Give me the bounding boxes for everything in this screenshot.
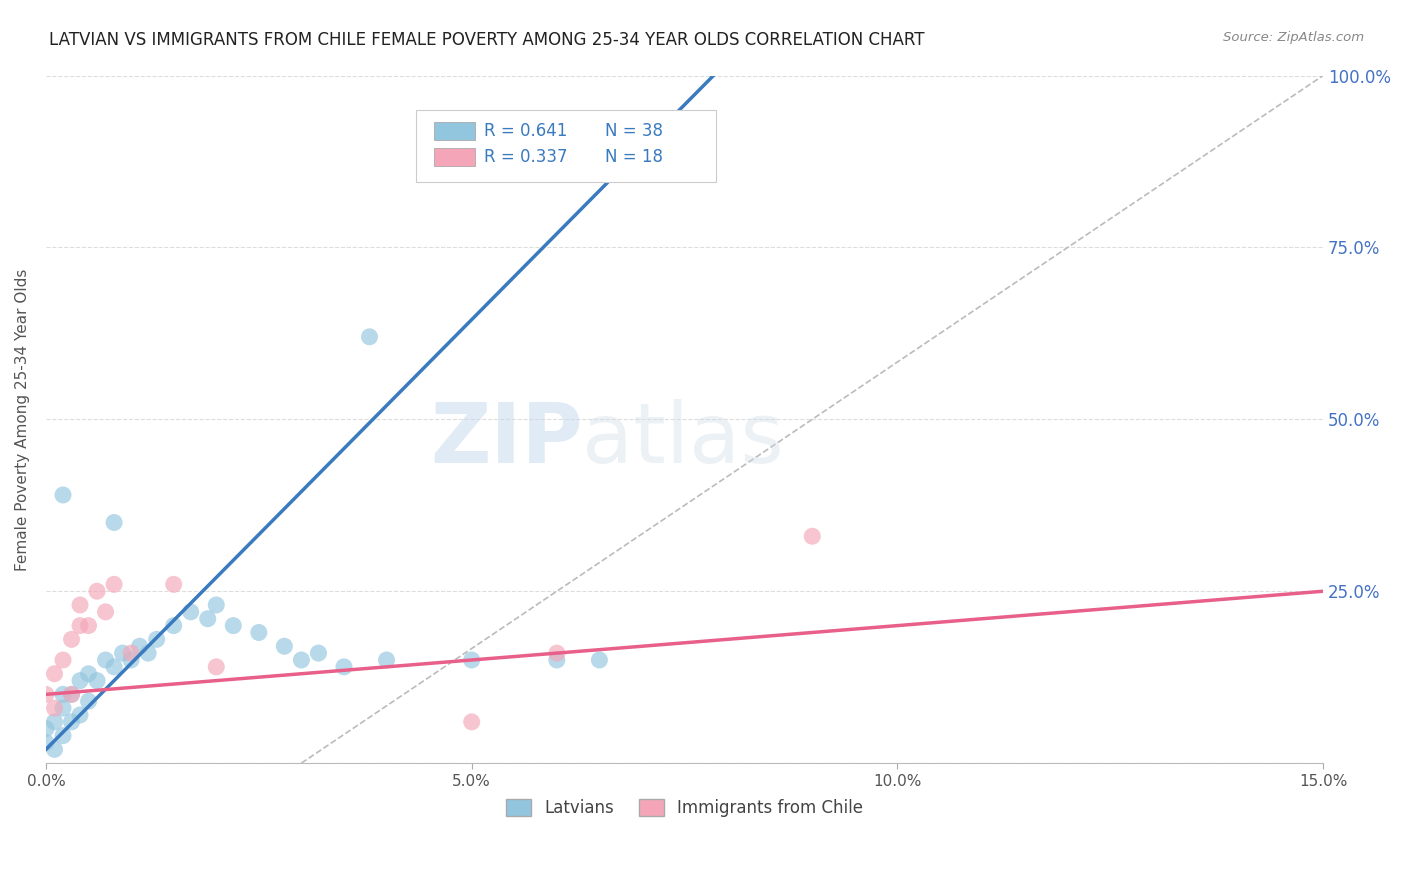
Point [588,653,610,667]
Text: N = 18: N = 18 [606,148,664,166]
Text: ZIP: ZIP [430,400,582,481]
Point [273,639,295,653]
Point [52,729,75,743]
Y-axis label: Female Poverty Among 25-34 Year Olds: Female Poverty Among 25-34 Year Olds [15,268,30,571]
Point [247,625,270,640]
Point [52,653,75,667]
Point [94,653,117,667]
Point [120,653,142,667]
Point [546,653,568,667]
Point [77,666,100,681]
Point [205,598,228,612]
Point [136,646,159,660]
Point [103,516,125,530]
Point [460,653,482,667]
Point [460,714,482,729]
Point [69,708,91,723]
Point [163,618,186,632]
Point [163,577,186,591]
FancyBboxPatch shape [416,110,717,182]
Point [801,529,824,543]
Point [86,584,108,599]
Point [35,735,58,749]
Text: atlas: atlas [582,400,785,481]
Text: R = 0.337: R = 0.337 [484,148,568,166]
Point [69,618,91,632]
Point [333,660,356,674]
Point [120,646,142,660]
Point [128,639,150,653]
Point [69,673,91,688]
Point [52,701,75,715]
Point [205,660,228,674]
Text: LATVIAN VS IMMIGRANTS FROM CHILE FEMALE POVERTY AMONG 25-34 YEAR OLDS CORRELATIO: LATVIAN VS IMMIGRANTS FROM CHILE FEMALE … [49,31,925,49]
Point [77,618,100,632]
Point [290,653,312,667]
Point [52,488,75,502]
Point [307,646,329,660]
FancyBboxPatch shape [434,148,475,166]
Point [60,632,83,647]
Point [44,742,66,756]
Point [60,714,83,729]
Point [60,687,83,701]
Point [86,673,108,688]
Point [44,666,66,681]
Point [375,653,398,667]
Point [35,722,58,736]
FancyBboxPatch shape [434,122,475,140]
Text: N = 38: N = 38 [606,122,664,140]
Text: Source: ZipAtlas.com: Source: ZipAtlas.com [1223,31,1364,45]
Text: R = 0.641: R = 0.641 [484,122,568,140]
Point [52,687,75,701]
Point [69,598,91,612]
Point [111,646,134,660]
Point [44,701,66,715]
Point [546,646,568,660]
Point [359,330,381,344]
Point [222,618,245,632]
Point [103,660,125,674]
Legend: Latvians, Immigrants from Chile: Latvians, Immigrants from Chile [499,792,870,823]
Point [35,687,58,701]
Point [77,694,100,708]
Point [94,605,117,619]
Point [103,577,125,591]
Point [60,687,83,701]
Point [44,714,66,729]
Point [145,632,167,647]
Point [180,605,202,619]
Point [197,612,219,626]
